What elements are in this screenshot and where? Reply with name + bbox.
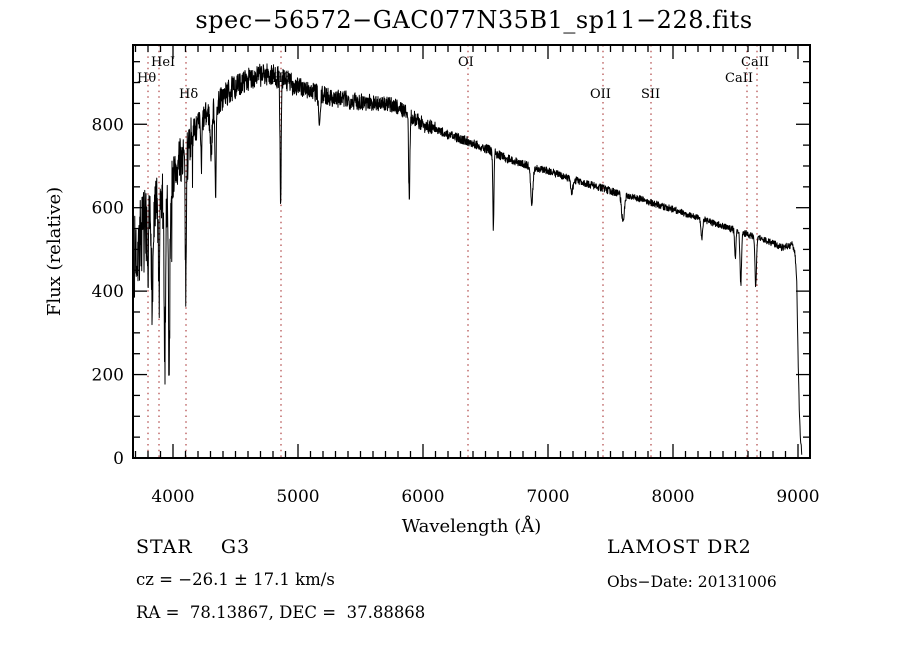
y-axis-title: Flux (relative): [44, 187, 65, 316]
spectral-line-label: SII: [641, 87, 660, 102]
y-tick-label: 200: [92, 366, 124, 386]
spectral-line-label: Hδ: [179, 87, 198, 102]
y-tick-label: 600: [92, 199, 124, 219]
x-tick-label: 8000: [651, 487, 694, 507]
obs-date-label: Obs−Date: 20131006: [607, 573, 777, 591]
x-tick-label: 9000: [776, 487, 819, 507]
plot-frame: [132, 44, 811, 459]
spectral-line-label: HeI: [151, 55, 175, 70]
y-tick-label: 400: [92, 282, 124, 302]
x-tick-label: 7000: [526, 487, 569, 507]
x-tick-label: 5000: [276, 487, 319, 507]
radial-velocity-label: cz = −26.1 ± 17.1 km/s: [136, 570, 335, 589]
y-tick-label: 800: [92, 115, 124, 135]
plot-title: spec−56572−GAC077N35B1_sp11−228.fits: [195, 6, 753, 34]
spectral-line-label: CaII: [741, 55, 769, 70]
spectral-line-label: OI: [458, 55, 474, 70]
x-tick-label: 6000: [401, 487, 444, 507]
coordinates-label: RA = 78.13867, DEC = 37.88868: [136, 603, 426, 622]
x-axis-title: Wavelength (Å): [402, 515, 542, 537]
spectrum-trace: [134, 63, 803, 455]
spectral-line-label: OII: [590, 87, 611, 102]
spectral-line-label: CaII: [725, 71, 753, 86]
x-tick-label: 4000: [151, 487, 194, 507]
survey-label: LAMOST DR2: [607, 536, 752, 558]
object-class-label: STAR G3: [136, 536, 251, 558]
spectral-line-label: Hθ: [137, 71, 156, 86]
y-tick-label: 0: [113, 449, 124, 469]
